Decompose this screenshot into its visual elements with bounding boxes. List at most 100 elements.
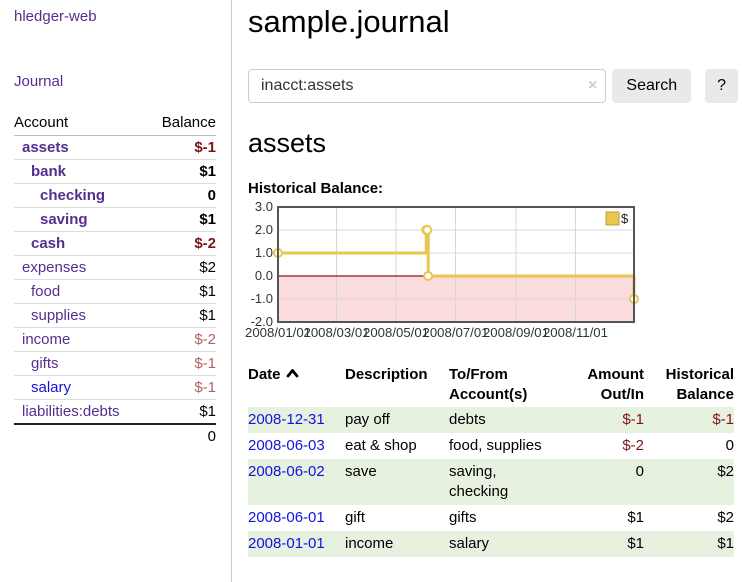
- account-heading: assets: [248, 128, 327, 158]
- transaction-balance: $-1: [712, 411, 734, 428]
- x-tick-label: 2008/07/01: [423, 325, 489, 340]
- data-point: [422, 225, 433, 235]
- y-tick-label: 2.0: [255, 222, 273, 237]
- account-balance: $1: [147, 303, 216, 328]
- main-content: sample.journal × Search ? assets Histori…: [245, 0, 738, 557]
- account-link-supplies[interactable]: supplies: [31, 307, 87, 324]
- account-row: assets $-1: [14, 135, 216, 160]
- account-link-expenses[interactable]: expenses: [22, 259, 87, 276]
- transaction-amount: $1: [627, 509, 644, 526]
- transaction-amount: $1: [627, 535, 644, 552]
- transaction-balance: 0: [725, 437, 734, 454]
- transaction-row: 2008-06-02 save saving, checking 0 $2: [248, 459, 734, 505]
- transaction-balance: $2: [717, 509, 734, 526]
- x-tick-label: 2008/05/01: [363, 325, 429, 340]
- search-input[interactable]: [248, 69, 607, 103]
- column-header-balance: Historical Balance: [665, 366, 734, 403]
- account-link-food[interactable]: food: [31, 283, 61, 300]
- transaction-row: 2008-01-01 income salary $1 $1: [248, 531, 734, 557]
- balance-chart: $3.0 2.0 1.0 0.0 -1.0 -2.02008/01/012008/03/0…: [245, 199, 639, 340]
- account-link-cash[interactable]: cash: [31, 235, 66, 252]
- account-balance: $1: [147, 159, 216, 184]
- account-balance: $1: [147, 279, 216, 304]
- accounts-total-balance: 0: [147, 423, 216, 448]
- x-tick-label: 2008/09/01: [483, 325, 549, 340]
- account-balance: $2: [147, 255, 216, 280]
- accounts-header-account: Account: [14, 111, 148, 136]
- transaction-row: 2008-06-01 gift gifts $1 $2: [248, 505, 734, 531]
- transaction-amount: $-2: [622, 437, 644, 454]
- clear-search-icon[interactable]: ×: [588, 77, 598, 94]
- account-row: food $1: [14, 279, 216, 304]
- transaction-description: save: [345, 463, 377, 480]
- transaction-description: income: [345, 535, 394, 552]
- account-balance: $-2: [147, 327, 216, 352]
- transactions-table: Date Description To/From Account(s) Amou…: [248, 363, 734, 557]
- search-button[interactable]: Search: [612, 69, 692, 103]
- account-balance: $1: [147, 399, 216, 425]
- x-tick-label: 2008/11/01: [543, 325, 608, 340]
- data-point: [423, 271, 434, 281]
- help-button[interactable]: ?: [705, 69, 738, 103]
- transaction-row: 2008-12-31 pay off debts $-1 $-1: [248, 407, 734, 433]
- account-row: cash $-2: [14, 231, 216, 256]
- account-row: income $-2: [14, 327, 216, 352]
- column-header-date[interactable]: Date: [248, 363, 345, 407]
- sidebar: hledger-web Journal Account Balance asse…: [0, 0, 232, 582]
- transaction-accounts: debts: [449, 411, 486, 428]
- transaction-accounts: salary: [449, 535, 490, 552]
- accounts-total-row: 0: [14, 423, 216, 448]
- transaction-date-link[interactable]: 2008-06-03: [248, 437, 325, 454]
- account-link-gifts[interactable]: gifts: [31, 355, 59, 372]
- column-header-description: Description: [345, 366, 428, 383]
- transaction-date-link[interactable]: 2008-06-02: [248, 463, 325, 480]
- transaction-date-link[interactable]: 2008-06-01: [248, 509, 325, 526]
- transaction-date-link[interactable]: 2008-12-31: [248, 411, 325, 428]
- transaction-description: eat & shop: [345, 437, 417, 454]
- account-row: salary $-1: [14, 375, 216, 400]
- y-tick-label: -2.0: [251, 314, 273, 329]
- chart-title: Historical Balance:: [248, 180, 384, 197]
- transaction-amount: 0: [635, 463, 644, 480]
- account-balance: $-2: [147, 231, 216, 256]
- account-row: liabilities:debts $1: [14, 399, 216, 425]
- transaction-accounts: food, supplies: [449, 437, 542, 454]
- account-link-liabilities-debts[interactable]: liabilities:debts: [22, 403, 120, 420]
- y-tick-label: 3.0: [255, 199, 273, 214]
- account-balance: 0: [147, 183, 216, 208]
- account-balance: $-1: [147, 135, 216, 160]
- accounts-table: Account Balance assets $-1 bank $1 checking 0…: [14, 111, 216, 448]
- y-tick-label: 0.0: [255, 268, 273, 283]
- accounts-header-balance: Balance: [147, 111, 216, 136]
- transactions-header-row: Date Description To/From Account(s) Amou…: [248, 363, 734, 407]
- account-row: expenses $2: [14, 255, 216, 280]
- y-tick-label: -1.0: [251, 291, 273, 306]
- y-tick-label: 1.0: [255, 245, 273, 260]
- transaction-description: pay off: [345, 411, 390, 428]
- column-header-amount: Amount Out/In: [587, 366, 644, 403]
- account-link-saving[interactable]: saving: [40, 211, 88, 228]
- transaction-accounts: gifts: [449, 509, 477, 526]
- transaction-description: gift: [345, 509, 366, 526]
- account-row: supplies $1: [14, 303, 216, 328]
- legend-swatch: [605, 211, 620, 226]
- account-row: gifts $-1: [14, 351, 216, 376]
- account-row: saving $1: [14, 207, 216, 232]
- app-title-link[interactable]: hledger-web: [14, 8, 97, 25]
- x-tick-label: 2008/01/01: [245, 325, 311, 340]
- account-link-checking[interactable]: checking: [40, 187, 106, 204]
- account-balance: $1: [147, 207, 216, 232]
- chart-border: [277, 206, 635, 323]
- x-tick-label: 2008/03/01: [304, 325, 370, 340]
- transaction-balance: $2: [717, 463, 734, 480]
- account-link-assets[interactable]: assets: [22, 139, 69, 156]
- account-row: bank $1: [14, 159, 216, 184]
- search-bar: × Search ?: [248, 69, 738, 103]
- account-row: checking 0: [14, 183, 216, 208]
- transaction-date-link[interactable]: 2008-01-01: [248, 535, 325, 552]
- account-link-income[interactable]: income: [22, 331, 71, 348]
- account-link-bank[interactable]: bank: [31, 163, 67, 180]
- transaction-amount: $-1: [622, 411, 644, 428]
- journal-link[interactable]: Journal: [14, 73, 64, 90]
- account-link-salary[interactable]: salary: [31, 379, 72, 396]
